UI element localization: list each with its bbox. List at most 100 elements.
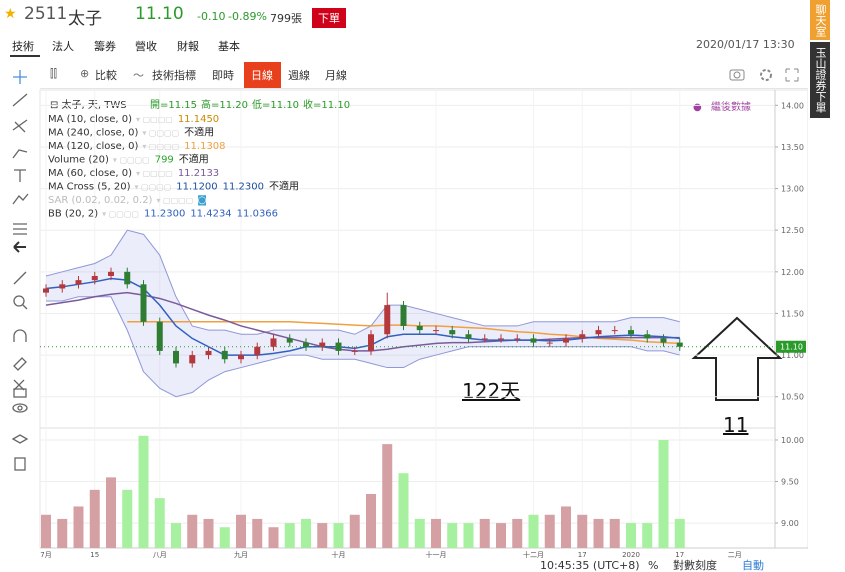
candle-body <box>108 271 114 276</box>
annotation: 11 <box>723 413 748 437</box>
change: -0.10 <box>197 10 226 23</box>
stock-name: 太子 <box>68 9 102 29</box>
legend-toggle: ◙ <box>197 195 207 206</box>
tab[interactable]: 技術 <box>12 40 34 53</box>
ohlc-reading: 高=11.20 <box>201 98 248 111</box>
volume-bar <box>106 477 116 548</box>
candle-body <box>433 330 439 332</box>
candle-body <box>465 334 472 339</box>
tab[interactable]: 財報 <box>177 40 199 53</box>
candle-body <box>43 288 49 293</box>
volume-bar <box>626 523 636 548</box>
volume-bar <box>431 518 441 548</box>
volume-bar <box>544 514 555 548</box>
future-data-label[interactable]: 繼後數據 <box>711 100 751 113</box>
period-button[interactable]: 日線 <box>251 69 273 82</box>
active-period-bg <box>244 62 281 88</box>
auto-toggle[interactable]: 自動 <box>742 558 764 572</box>
chat-button[interactable]: 聊天室 <box>810 0 830 40</box>
log-toggle[interactable]: 對數刻度 <box>673 558 717 572</box>
bar-style-icon[interactable]: ⫿⫿ <box>50 67 58 80</box>
up-arrow <box>691 316 783 401</box>
indicators-button[interactable]: 技術指標 <box>152 69 196 82</box>
star-icon[interactable]: ★ <box>4 6 17 22</box>
volume-bar <box>398 473 409 548</box>
legend-name: MA Cross (5, 20) <box>48 182 131 193</box>
tab[interactable]: 基本 <box>218 40 240 53</box>
indicator-icon[interactable]: 〜 <box>133 69 144 82</box>
volume-bar <box>496 523 506 548</box>
legend-name: BB (20, 2) <box>48 209 98 220</box>
tab[interactable]: 營收 <box>135 40 157 53</box>
volume-bar <box>138 435 149 548</box>
legend-controls: ▾ ▢▢▢▢ <box>142 142 179 151</box>
candle-body <box>173 350 179 364</box>
y-tick-label: 9.00 <box>781 519 799 528</box>
period-button[interactable]: 週線 <box>288 69 310 82</box>
candle-body <box>384 305 391 335</box>
volume-bar <box>122 489 133 548</box>
percent-toggle[interactable]: % <box>648 559 658 572</box>
volume-bar <box>414 518 425 548</box>
legend-controls: ▾ ▢▢▢▢ <box>102 210 139 219</box>
x-tick-label: 17 <box>578 551 587 559</box>
tab[interactable]: 籌券 <box>94 40 116 53</box>
toolbar-icons[interactable] <box>726 66 800 84</box>
legend-row: MA (120, close, 0) ▾ ▢▢▢▢ 11.1308 <box>48 141 226 152</box>
y-tick-label: 9.50 <box>781 478 799 487</box>
legend-reading: 11.2300 <box>223 182 264 193</box>
x-tick-label: 2020 <box>622 551 640 559</box>
candle-body <box>449 330 456 335</box>
candle-body <box>254 346 261 356</box>
last-price-label: 11.10 <box>780 343 803 352</box>
realtime-button[interactable]: 即時 <box>212 69 234 82</box>
compare-icon[interactable]: ⊕ <box>80 67 90 80</box>
drawing-tools[interactable] <box>0 64 40 474</box>
tab-underline <box>10 38 40 57</box>
volume-bar <box>479 518 490 548</box>
datetime: 2020/01/17 13:30 <box>696 38 795 51</box>
volume-bar <box>642 523 653 548</box>
legend-name: MA (60, close, 0) <box>48 168 132 179</box>
candle-body <box>124 271 131 285</box>
order-button[interactable]: 下單 <box>312 8 346 28</box>
candle-body <box>303 342 309 347</box>
legend-reading: 不適用 <box>269 180 299 193</box>
bollinger-band <box>46 230 680 397</box>
y-tick-label: 10.50 <box>781 393 804 402</box>
candle-body <box>530 338 537 343</box>
volume-bar <box>171 523 181 548</box>
volume-bar <box>609 518 620 548</box>
legend-reading: 11.1200 <box>176 182 217 193</box>
y-tick-label: 10.00 <box>781 436 804 445</box>
compare-button[interactable]: 比較 <box>95 69 117 82</box>
x-tick-label: 八月 <box>153 551 167 559</box>
volume-bar <box>268 527 279 548</box>
period-button[interactable]: 月線 <box>325 69 347 82</box>
volume-bar <box>349 514 360 548</box>
future-data-dot: ● <box>693 102 702 113</box>
bollinger-upper <box>45 229 680 335</box>
tab[interactable]: 法人 <box>52 40 74 53</box>
legend-reading: 11.4234 <box>190 209 231 220</box>
legend-row: BB (20, 2) ▾ ▢▢▢▢ 11.2300 11.4234 11.0366 <box>48 209 278 220</box>
volume-bar <box>41 514 51 548</box>
candle-body <box>335 342 342 351</box>
candle-body <box>140 284 147 322</box>
candle-body <box>319 342 326 347</box>
volume-bar <box>593 518 604 548</box>
legend-row: Volume (20) ▾ ▢▢▢▢ 799 不適用 <box>48 153 209 166</box>
chart-toolbar <box>40 62 808 89</box>
candle-body <box>563 338 569 343</box>
change-pct: -0.89% <box>228 10 267 23</box>
candle-body <box>286 338 293 343</box>
candle-body <box>676 342 683 347</box>
legend-reading: 11.0366 <box>237 209 278 220</box>
x-tick-label: 17 <box>675 551 684 559</box>
broker-order-button[interactable]: 玉山證券下單 <box>810 42 830 118</box>
legend-name: SAR (0.02, 0.02, 0.2) <box>48 195 153 206</box>
symbol-line: ⊟ 太子, 天, TWS <box>50 98 127 111</box>
indicator-line <box>45 277 680 356</box>
legend-reading: 11.2300 <box>144 209 185 220</box>
bollinger-lower <box>46 296 680 398</box>
